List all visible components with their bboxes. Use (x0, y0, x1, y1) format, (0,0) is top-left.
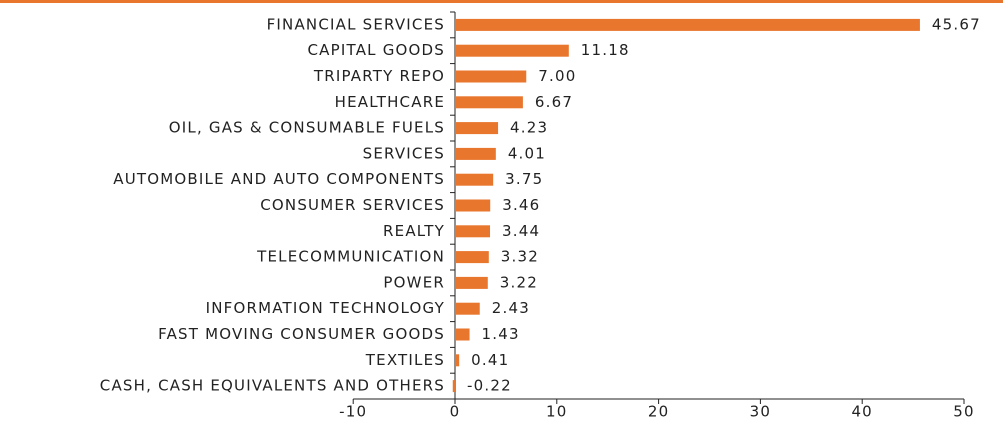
category-label: SERVICES (363, 144, 445, 162)
category-label: TEXTILES (365, 351, 445, 369)
bar (455, 251, 489, 264)
value-label: 1.43 (482, 325, 520, 343)
value-label: 11.18 (581, 41, 630, 59)
bar (452, 380, 455, 393)
value-label: 3.75 (505, 170, 543, 188)
category-label: TELECOMMUNICATION (256, 248, 445, 266)
category-label: OIL, GAS & CONSUMABLE FUELS (169, 119, 445, 137)
bar (455, 199, 491, 212)
category-label: CAPITAL GOODS (308, 41, 446, 59)
category-label: CONSUMER SERVICES (260, 196, 445, 214)
x-tick-label: 20 (648, 403, 670, 421)
category-label: REALTY (383, 222, 445, 240)
bar (455, 147, 496, 160)
x-tick-label: 50 (953, 403, 975, 421)
category-label: FAST MOVING CONSUMER GOODS (158, 325, 445, 343)
bar (455, 225, 491, 238)
value-label: 2.43 (492, 299, 530, 317)
x-tick-label: -10 (339, 403, 367, 421)
value-label: 3.46 (502, 196, 540, 214)
bar (455, 354, 460, 367)
x-tick-label: 40 (851, 403, 873, 421)
bar (455, 328, 470, 341)
value-label: 7.00 (538, 67, 576, 85)
x-tick-label: 10 (546, 403, 568, 421)
bar (455, 122, 499, 135)
value-label: -0.22 (467, 377, 512, 395)
category-label: HEALTHCARE (335, 93, 445, 111)
bar (455, 173, 494, 186)
x-tick-label: 30 (750, 403, 772, 421)
value-label: 45.67 (932, 15, 981, 33)
value-label: 3.32 (501, 248, 539, 266)
bar (455, 70, 527, 83)
category-label: FINANCIAL SERVICES (267, 15, 445, 33)
category-label: AUTOMOBILE AND AUTO COMPONENTS (113, 170, 445, 188)
value-label: 3.44 (502, 222, 540, 240)
bar (455, 302, 480, 315)
bar (455, 18, 920, 31)
bar (455, 276, 488, 289)
value-label: 0.41 (471, 351, 509, 369)
x-tick-label: 0 (450, 403, 461, 421)
value-label: 3.22 (500, 273, 538, 291)
category-label: POWER (383, 273, 445, 291)
category-label: INFORMATION TECHNOLOGY (206, 299, 445, 317)
category-label: TRIPARTY REPO (313, 67, 445, 85)
bar (455, 44, 569, 57)
value-label: 4.23 (510, 119, 548, 137)
bar (455, 96, 523, 109)
top-rule (0, 0, 1003, 3)
value-label: 4.01 (508, 144, 546, 162)
value-label: 6.67 (535, 93, 573, 111)
category-label: CASH, CASH EQUIVALENTS AND OTHERS (100, 377, 445, 395)
